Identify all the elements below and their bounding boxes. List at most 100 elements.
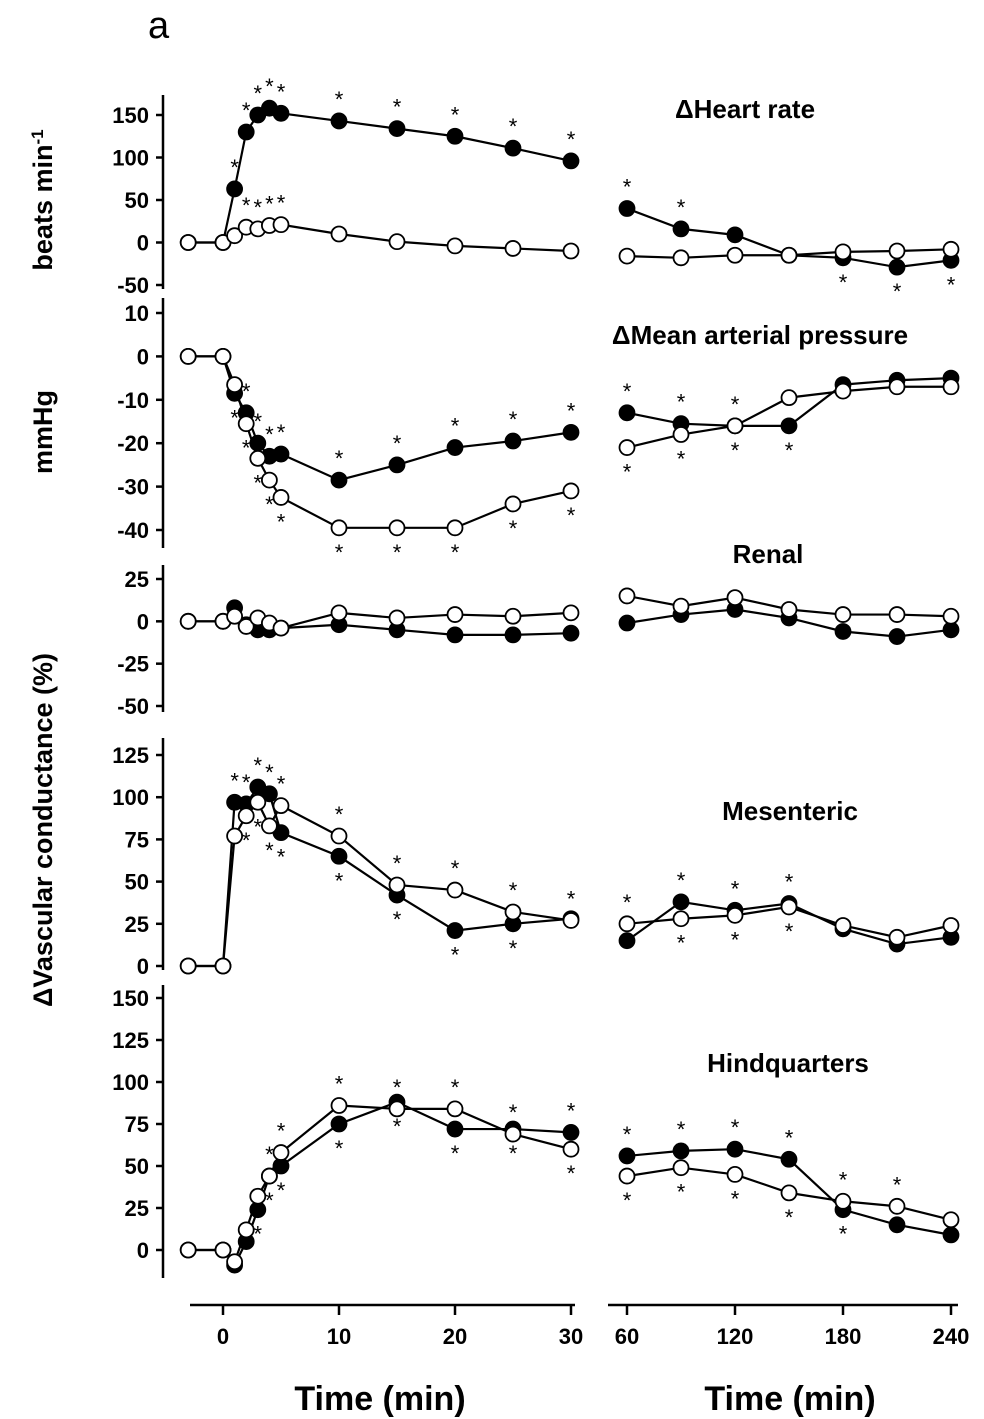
data-point-open [672, 597, 690, 615]
x-axis-label-left: Time (min) [294, 1380, 465, 1418]
significance-marker: * [785, 438, 794, 463]
data-point-open [618, 439, 636, 456]
significance-marker: * [623, 890, 632, 915]
data-point-open [237, 807, 255, 825]
data-point-open [226, 827, 244, 845]
data-point-open [237, 415, 255, 433]
data-point-filled [330, 471, 348, 489]
significance-marker: * [335, 446, 344, 471]
significance-marker: * [393, 907, 402, 932]
data-point-open [446, 237, 464, 255]
significance-marker: * [567, 1161, 576, 1186]
significance-marker: * [893, 279, 902, 304]
y-tick-label: -20 [117, 431, 149, 456]
significance-marker: * [393, 540, 402, 565]
y-tick-label: -40 [117, 518, 149, 543]
data-point-open [226, 1253, 244, 1271]
significance-marker: * [254, 814, 263, 839]
significance-marker: * [623, 460, 632, 485]
data-point-open [446, 606, 464, 623]
data-point-open [179, 1241, 197, 1259]
significance-marker: * [677, 868, 686, 893]
significance-marker: * [265, 838, 274, 863]
data-point-open [618, 247, 636, 265]
y-tick-label: -50 [117, 694, 149, 719]
significance-marker: * [277, 191, 286, 216]
data-point-filled [726, 226, 744, 244]
significance-marker: * [567, 127, 576, 152]
data-point-open [249, 1187, 267, 1205]
data-point-open [726, 417, 744, 435]
data-point-open [780, 898, 798, 916]
data-point-open [330, 225, 348, 243]
significance-marker: * [785, 1125, 794, 1150]
data-point-open [272, 489, 290, 506]
figure-letter: a [148, 5, 170, 47]
data-point-open [726, 1166, 744, 1183]
data-point-open [834, 917, 852, 934]
significance-marker: * [277, 79, 286, 104]
significance-marker: * [509, 1141, 518, 1166]
significance-marker: * [254, 753, 263, 778]
data-point-open [888, 606, 906, 623]
significance-marker: * [509, 1100, 518, 1125]
significance-marker: * [335, 802, 344, 827]
y-tick-label: -25 [117, 652, 149, 677]
significance-marker: * [277, 772, 286, 797]
data-point-open [942, 240, 960, 258]
significance-marker: * [509, 878, 518, 903]
data-point-open [388, 1100, 406, 1118]
significance-marker: * [230, 768, 239, 793]
y-tick-label: 25 [125, 1196, 149, 1221]
data-point-open [672, 426, 690, 443]
data-point-open [272, 216, 290, 234]
data-marks-layer: * * * * * * * * * * * * * * * * * * * * * * * * * * * * * * * * * * * * * * * *… [179, 74, 960, 1274]
significance-marker: * [277, 1178, 286, 1203]
significance-marker: * [335, 540, 344, 565]
data-point-filled [888, 628, 906, 645]
x-tick-label: 60 [615, 1324, 639, 1349]
significance-marker: * [393, 851, 402, 876]
significance-marker: * [335, 1072, 344, 1097]
y-tick-label: 0 [137, 231, 149, 256]
data-point-filled [672, 220, 690, 238]
significance-marker: * [335, 868, 344, 893]
x-axis-label-right: Time (min) [704, 1380, 875, 1418]
data-point-filled [272, 104, 290, 122]
data-point-open [888, 242, 906, 260]
data-point-open [179, 347, 197, 365]
data-point-open [672, 1159, 690, 1177]
data-point-open [330, 827, 348, 845]
significance-marker: * [623, 379, 632, 404]
data-point-filled [237, 123, 255, 141]
significance-marker: * [509, 936, 518, 961]
data-point-filled [446, 922, 464, 939]
x-tick-label: 10 [327, 1324, 351, 1349]
data-point-filled [618, 404, 636, 422]
significance-marker: * [677, 195, 686, 220]
y-tick-label: 0 [137, 344, 149, 369]
significance-marker: * [731, 392, 740, 417]
y-tick-label: 100 [112, 146, 149, 171]
significance-marker: * [731, 438, 740, 463]
significance-marker: * [677, 1180, 686, 1205]
x-tick-label: 240 [933, 1324, 970, 1349]
significance-marker: * [277, 420, 286, 445]
data-point-open [388, 233, 406, 251]
panel-title: Hindquarters [707, 1048, 869, 1078]
significance-marker: * [839, 1167, 848, 1192]
data-point-filled [504, 432, 522, 450]
significance-marker: * [393, 431, 402, 456]
data-point-open [562, 482, 580, 500]
data-point-open [179, 234, 197, 251]
data-point-open [214, 347, 232, 365]
data-point-open [330, 604, 348, 622]
data-point-open [260, 817, 278, 835]
data-point-filled [780, 1150, 798, 1168]
data-point-open [504, 903, 522, 921]
data-point-filled [249, 434, 267, 452]
significance-marker: * [677, 931, 686, 956]
data-point-open [726, 589, 744, 607]
panel-title: ΔHeart rate [675, 94, 815, 124]
significance-marker: * [335, 1136, 344, 1161]
